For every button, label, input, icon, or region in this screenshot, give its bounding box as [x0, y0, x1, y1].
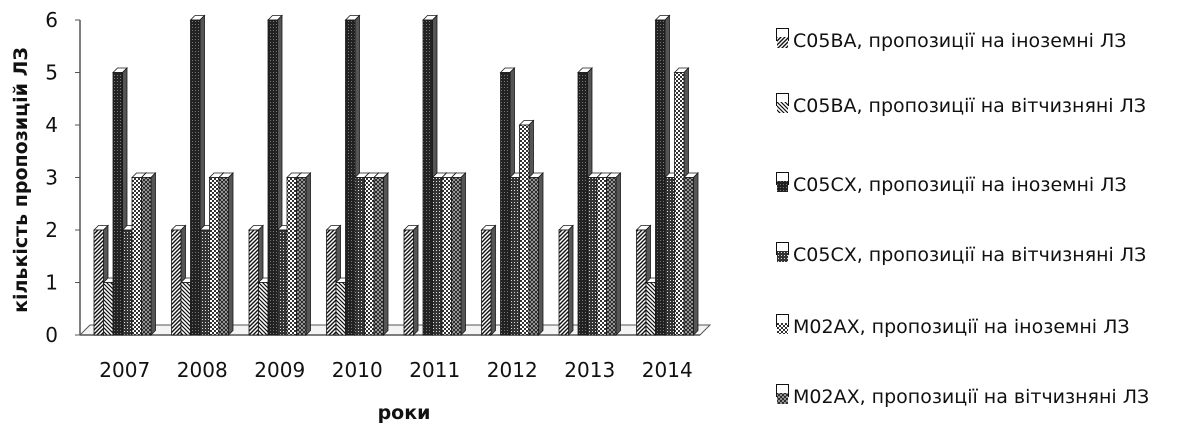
legend-swatch-3: [776, 242, 789, 262]
legend-swatch-pattern: [777, 393, 788, 404]
legend-item: C05CX, пропозиції на вітчизняні ЛЗ: [776, 242, 1186, 268]
bar: [345, 19, 356, 336]
bar: [606, 177, 617, 336]
bar: [267, 19, 278, 336]
y-tick-label: 2: [45, 218, 58, 242]
bar: [664, 177, 675, 336]
bar: [587, 177, 598, 336]
x-tick-label: 2013: [564, 358, 615, 382]
bar: [131, 177, 142, 336]
bar-side: [383, 172, 389, 336]
bar: [218, 177, 229, 336]
bar: [354, 177, 365, 336]
legend-swatch-5: [776, 384, 789, 404]
legend-item: C05BA, пропозиції на іноземні ЛЗ: [776, 28, 1186, 54]
bar-side: [538, 172, 544, 336]
y-tick-label: 5: [45, 61, 58, 85]
bar: [645, 282, 656, 336]
bar: [481, 229, 492, 336]
legend-item: C05CX, пропозиції на іноземні ЛЗ: [776, 172, 1186, 198]
bar: [636, 229, 647, 336]
y-tick-label: 6: [45, 8, 58, 32]
legend-label: C05CX, пропозиції на вітчизняні ЛЗ: [793, 244, 1147, 266]
y-tick-label: 0: [45, 323, 58, 347]
bar: [93, 229, 104, 336]
legend-label: M02AX, пропозиції на іноземні ЛЗ: [793, 316, 1130, 338]
bar: [683, 177, 694, 336]
x-tick-label: 2009: [254, 358, 305, 382]
bar-side: [693, 172, 699, 336]
bar: [519, 124, 530, 336]
bar: [171, 229, 182, 336]
x-axis-title: роки: [378, 402, 431, 424]
bar-side: [490, 224, 496, 336]
bar-side: [228, 172, 234, 336]
bar: [258, 282, 269, 336]
x-tick-label: 2007: [99, 358, 150, 382]
x-tick-label: 2011: [409, 358, 460, 382]
bar: [296, 177, 307, 336]
bar: [122, 229, 133, 336]
bar: [209, 177, 220, 336]
bar: [422, 19, 433, 336]
legend-swatch-1: [776, 93, 789, 113]
y-axis-title: кількість пропозицій ЛЗ: [10, 47, 32, 313]
bar: [558, 229, 569, 336]
legend-item: M02AX, пропозиції на вітчизняні ЛЗ: [776, 384, 1186, 410]
bar: [373, 177, 384, 336]
legend-swatch-pattern: [777, 102, 788, 113]
bar: [500, 72, 511, 336]
bar: [326, 229, 337, 336]
bar-side: [413, 224, 419, 336]
y-tick-label: 3: [45, 166, 58, 190]
bar-side: [568, 224, 574, 336]
legend-item: M02AX, пропозиції на іноземні ЛЗ: [776, 314, 1186, 340]
bar: [112, 72, 123, 336]
bar: [655, 19, 666, 336]
legend-label: C05CX, пропозиції на іноземні ЛЗ: [793, 174, 1127, 196]
bar: [674, 72, 685, 336]
legend-label: C05BA, пропозиції на іноземні ЛЗ: [793, 30, 1127, 52]
legend-label: M02AX, пропозиції на вітчизняні ЛЗ: [793, 386, 1150, 408]
x-tick-label: 2010: [332, 358, 383, 382]
x-tick-label: 2012: [487, 358, 538, 382]
bar: [528, 177, 539, 336]
legend-item: C05BA, пропозиції на вітчизняні ЛЗ: [776, 93, 1186, 119]
legend-swatch-0: [776, 28, 789, 48]
bar: [190, 19, 201, 336]
y-tick-label: 4: [45, 113, 58, 137]
legend-swatch-pattern: [777, 323, 788, 334]
bar: [286, 177, 297, 336]
bar: [248, 229, 259, 336]
legend-swatch-4: [776, 314, 789, 334]
legend-swatch-pattern: [777, 181, 788, 192]
bar: [509, 177, 520, 336]
legend-swatch-2: [776, 172, 789, 192]
legend-swatch-pattern: [777, 37, 788, 48]
bar: [141, 177, 152, 336]
bar-side: [615, 172, 621, 336]
bar: [577, 72, 588, 336]
y-tick-label: 1: [45, 271, 58, 295]
bar: [596, 177, 607, 336]
bar: [403, 229, 414, 336]
legend-label: C05BA, пропозиції на вітчизняні ЛЗ: [793, 95, 1147, 117]
bar-side: [150, 172, 156, 336]
bar: [451, 177, 462, 336]
bar-side: [305, 172, 311, 336]
bar: [277, 229, 288, 336]
bar: [103, 282, 114, 336]
bar: [180, 282, 191, 336]
bar: [441, 177, 452, 336]
x-tick-label: 2014: [642, 358, 693, 382]
bar: [335, 282, 346, 336]
bar: [432, 177, 443, 336]
bar-side: [460, 172, 466, 336]
bar: [199, 229, 210, 336]
bar: [364, 177, 375, 336]
legend-swatch-pattern: [777, 251, 788, 262]
x-tick-label: 2008: [177, 358, 228, 382]
